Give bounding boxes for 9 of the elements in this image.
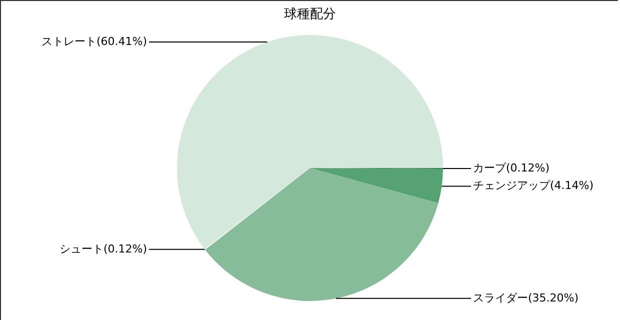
slice-label: カーブ(0.12%)	[473, 162, 550, 174]
pie-slice	[310, 168, 443, 204]
slice-label: チェンジアップ(4.14%)	[473, 179, 594, 192]
pie-slice	[205, 168, 438, 301]
slice-label: スライダー(35.20%)	[473, 291, 579, 304]
slice-label: シュート(0.12%)	[59, 242, 147, 256]
pie-slice	[177, 35, 443, 249]
chart-title: 球種配分	[284, 7, 336, 22]
slice-label: ストレート(60.41%)	[41, 35, 147, 48]
